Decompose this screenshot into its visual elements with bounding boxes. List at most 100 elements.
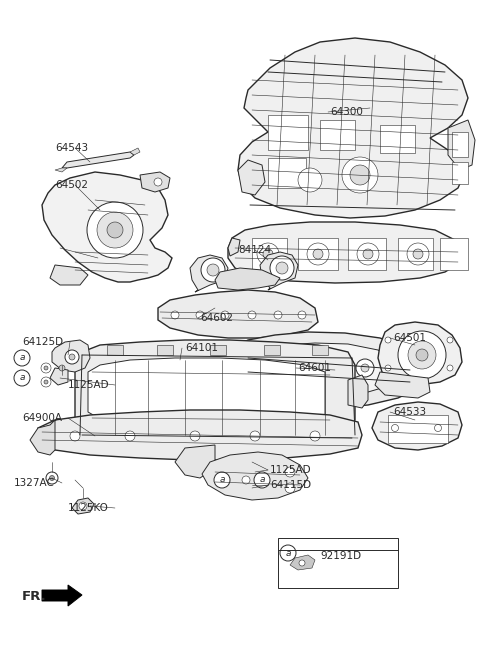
Circle shape: [385, 337, 391, 343]
Polygon shape: [52, 340, 90, 372]
Circle shape: [44, 366, 48, 370]
Circle shape: [285, 467, 295, 477]
Circle shape: [196, 311, 204, 319]
Bar: [398, 238, 433, 270]
Polygon shape: [238, 160, 265, 195]
Text: 1125AD: 1125AD: [270, 465, 312, 475]
Circle shape: [299, 560, 305, 566]
Polygon shape: [107, 345, 123, 355]
Circle shape: [407, 243, 429, 265]
Circle shape: [276, 262, 288, 274]
Bar: [380, 125, 415, 153]
Text: 1125KO: 1125KO: [68, 503, 109, 513]
Circle shape: [342, 157, 378, 193]
Text: a: a: [259, 475, 265, 484]
Polygon shape: [42, 172, 172, 282]
Polygon shape: [210, 345, 226, 355]
Circle shape: [313, 249, 323, 259]
Circle shape: [298, 311, 306, 319]
Circle shape: [408, 341, 436, 369]
Circle shape: [396, 368, 404, 376]
Circle shape: [256, 435, 264, 443]
Polygon shape: [55, 168, 67, 172]
Circle shape: [256, 476, 264, 484]
Circle shape: [156, 435, 164, 443]
Circle shape: [207, 264, 219, 276]
Circle shape: [264, 368, 272, 376]
Polygon shape: [38, 410, 362, 460]
Circle shape: [298, 168, 322, 192]
Polygon shape: [130, 148, 140, 155]
Circle shape: [14, 350, 30, 366]
Circle shape: [125, 431, 135, 441]
Polygon shape: [75, 340, 355, 442]
Polygon shape: [88, 358, 325, 426]
Polygon shape: [228, 238, 240, 256]
Circle shape: [154, 178, 162, 186]
Circle shape: [356, 359, 374, 377]
Text: 64101: 64101: [185, 343, 218, 353]
Polygon shape: [175, 445, 215, 478]
Polygon shape: [228, 332, 425, 408]
Polygon shape: [290, 555, 315, 570]
Text: 64900A: 64900A: [22, 413, 62, 423]
Circle shape: [416, 349, 428, 361]
Polygon shape: [378, 322, 462, 385]
Circle shape: [46, 472, 58, 484]
Text: 64300: 64300: [330, 107, 363, 117]
Text: a: a: [19, 353, 25, 362]
Bar: [268, 158, 306, 188]
Text: 64125D: 64125D: [22, 337, 63, 347]
Polygon shape: [158, 290, 318, 338]
Circle shape: [307, 435, 313, 443]
Circle shape: [41, 377, 51, 387]
Polygon shape: [190, 255, 228, 292]
Text: 64543: 64543: [55, 143, 88, 153]
Text: a: a: [285, 548, 291, 557]
Circle shape: [361, 364, 369, 372]
Circle shape: [70, 431, 80, 441]
Polygon shape: [242, 343, 402, 395]
Circle shape: [254, 472, 270, 488]
Circle shape: [350, 165, 370, 185]
Circle shape: [44, 380, 48, 384]
Circle shape: [41, 363, 51, 373]
Circle shape: [447, 337, 453, 343]
Circle shape: [87, 202, 143, 258]
Circle shape: [206, 435, 214, 443]
Polygon shape: [348, 375, 368, 408]
Text: 1327AC: 1327AC: [14, 478, 55, 488]
Polygon shape: [238, 38, 468, 218]
Circle shape: [263, 249, 273, 259]
Circle shape: [391, 363, 409, 381]
Polygon shape: [50, 265, 88, 285]
Circle shape: [69, 354, 75, 360]
Circle shape: [270, 256, 294, 280]
Circle shape: [285, 483, 295, 493]
Polygon shape: [448, 120, 475, 170]
Circle shape: [14, 370, 30, 386]
Circle shape: [257, 243, 279, 265]
Text: 64533: 64533: [393, 407, 426, 417]
Circle shape: [307, 243, 329, 265]
Polygon shape: [398, 340, 428, 362]
Circle shape: [434, 424, 442, 432]
Circle shape: [306, 359, 324, 377]
Bar: [252, 238, 287, 270]
Circle shape: [413, 249, 423, 259]
Text: 64115D: 64115D: [270, 480, 311, 490]
Circle shape: [447, 365, 453, 371]
Text: 64602: 64602: [200, 313, 233, 323]
Bar: [388, 415, 448, 443]
Circle shape: [107, 435, 113, 443]
Polygon shape: [42, 585, 82, 606]
Circle shape: [274, 311, 282, 319]
Circle shape: [242, 476, 250, 484]
Circle shape: [363, 249, 373, 259]
Polygon shape: [375, 372, 430, 398]
Text: 84124: 84124: [238, 245, 271, 255]
Circle shape: [171, 311, 179, 319]
Bar: [348, 238, 386, 270]
Polygon shape: [312, 345, 328, 355]
Circle shape: [357, 243, 379, 265]
